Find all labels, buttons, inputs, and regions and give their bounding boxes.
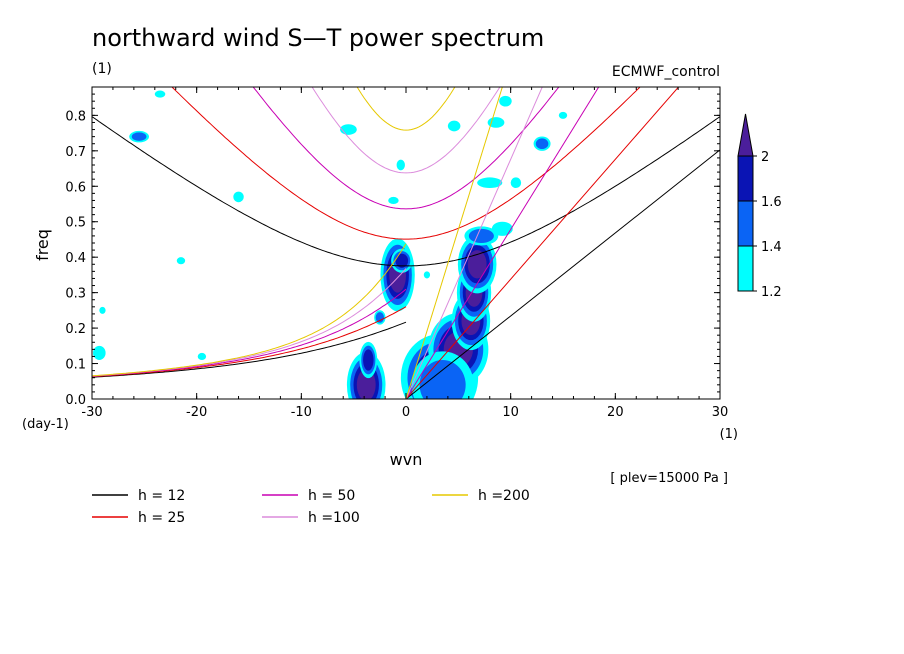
inertia-gravity-curve-h12 xyxy=(92,116,720,267)
plot-area xyxy=(92,87,720,399)
legend-label-h12: h = 12 xyxy=(138,488,185,504)
kelvin-curve-h12 xyxy=(405,149,720,399)
x-tick-label: 10 xyxy=(502,405,519,420)
x-tick-label: 30 xyxy=(712,405,729,420)
y-tick-label: 0.1 xyxy=(65,358,86,373)
legend: h = 12 h = 25 h = 50 h =100 h =200 xyxy=(92,488,530,526)
contour-patch-26-level-1 xyxy=(510,177,522,189)
colorbar-label: 1.2 xyxy=(761,285,782,300)
contour-patch-10-level-2 xyxy=(419,360,466,399)
contour-patch-9-level-2 xyxy=(375,312,385,323)
contour-patch-14-level-1 xyxy=(477,177,503,189)
source-label: ECMWF_control xyxy=(612,64,720,80)
colorbar-label: 1.4 xyxy=(761,240,782,255)
colorbar-label: 2 xyxy=(761,150,769,165)
kelvin-curve-h50 xyxy=(405,87,600,399)
colorbar-swatch-3 xyxy=(737,155,754,202)
contour-patch-19-level-1 xyxy=(233,191,244,203)
contour-patch-30-level-1 xyxy=(423,271,431,279)
chart-title: northward wind S—T power spectrum xyxy=(92,24,544,52)
y-tick-label: 0.5 xyxy=(65,216,86,231)
y-tick-label: 0.4 xyxy=(65,251,86,266)
kelvin-curve-h200 xyxy=(405,87,503,399)
mrg-curve-h12 xyxy=(92,321,407,378)
y-tick-label: 0.8 xyxy=(65,109,86,124)
x-tick-label: 20 xyxy=(607,405,624,420)
contour-patch-24-level-1 xyxy=(396,159,405,171)
level-note: [ plev=15000 Pa ] xyxy=(610,471,728,486)
x-unit-label: (1) xyxy=(720,427,738,442)
y-tick-label: 0.2 xyxy=(65,322,86,337)
dispersion-curves xyxy=(92,87,720,399)
contour-patch-11-level-2 xyxy=(468,228,494,243)
contour-patch-8-level-3 xyxy=(395,253,409,268)
contour-patch-12-level-1 xyxy=(491,221,513,236)
colorbar-label: 1.6 xyxy=(761,195,782,210)
kelvin-curve-h25 xyxy=(405,87,680,399)
contour-patch-27-level-1 xyxy=(558,111,568,119)
contour-patch-28-level-1 xyxy=(197,352,207,361)
contour-patch-18-level-1 xyxy=(176,257,186,265)
contour-patch-1-level-3 xyxy=(363,349,374,371)
contour-patch-29-level-1 xyxy=(154,90,166,98)
y-tick-label: 0.6 xyxy=(65,180,86,195)
contour-patch-16-level-1 xyxy=(93,345,106,360)
colorbar-extend-arrow xyxy=(737,113,754,157)
contour-patch-23-level-1 xyxy=(499,95,512,107)
y-axis-label: freq xyxy=(33,229,52,261)
mrg-curve-h25 xyxy=(92,306,407,378)
contour-patch-6-level-4 xyxy=(467,250,487,279)
contour-patch-15-level-2 xyxy=(131,132,147,141)
colorbar-swatch-1 xyxy=(737,245,754,292)
legend-label-h100: h =100 xyxy=(308,510,360,526)
mrg-curve-h200 xyxy=(92,243,407,377)
contour-patch-25-level-1 xyxy=(447,120,461,132)
y-unit-label: (day-1) xyxy=(22,417,69,432)
x-tick-label: -30 xyxy=(81,405,102,420)
legend-label-h25: h = 25 xyxy=(138,510,185,526)
y-tick-label: 0.7 xyxy=(65,145,86,160)
inertia-gravity-curve-h200 xyxy=(356,87,456,131)
x-tick-label: -10 xyxy=(291,405,312,420)
x-tick-label: -20 xyxy=(186,405,207,420)
x-axis: -30 -20 -10 0 10 20 30 xyxy=(81,87,728,420)
contour-patch-21-level-1 xyxy=(388,196,399,204)
inertia-gravity-curve-h100 xyxy=(311,87,501,174)
y-tick-label: 0.0 xyxy=(65,393,86,408)
units-label: (1) xyxy=(92,61,112,77)
legend-label-h200: h =200 xyxy=(478,488,530,504)
x-tick-label: 0 xyxy=(402,405,410,420)
legend-label-h50: h = 50 xyxy=(308,488,355,504)
colorbar-swatch-2 xyxy=(737,200,754,247)
kelvin-curve-h100 xyxy=(405,87,543,399)
contour-patch-17-level-1 xyxy=(99,306,106,314)
inertia-gravity-curve-h50 xyxy=(252,87,560,210)
x-axis-label: wvn xyxy=(390,450,423,469)
colorbar: 1.2 1.4 1.6 2 xyxy=(737,113,782,300)
y-tick-label: 0.3 xyxy=(65,287,86,302)
contour-patch-13-level-2 xyxy=(535,138,549,150)
plot-frame xyxy=(91,86,721,400)
y-axis: 0.0 0.1 0.2 0.3 0.4 0.5 0.6 0.7 0.8 xyxy=(65,93,720,408)
inertia-gravity-curve-h25 xyxy=(171,87,641,240)
